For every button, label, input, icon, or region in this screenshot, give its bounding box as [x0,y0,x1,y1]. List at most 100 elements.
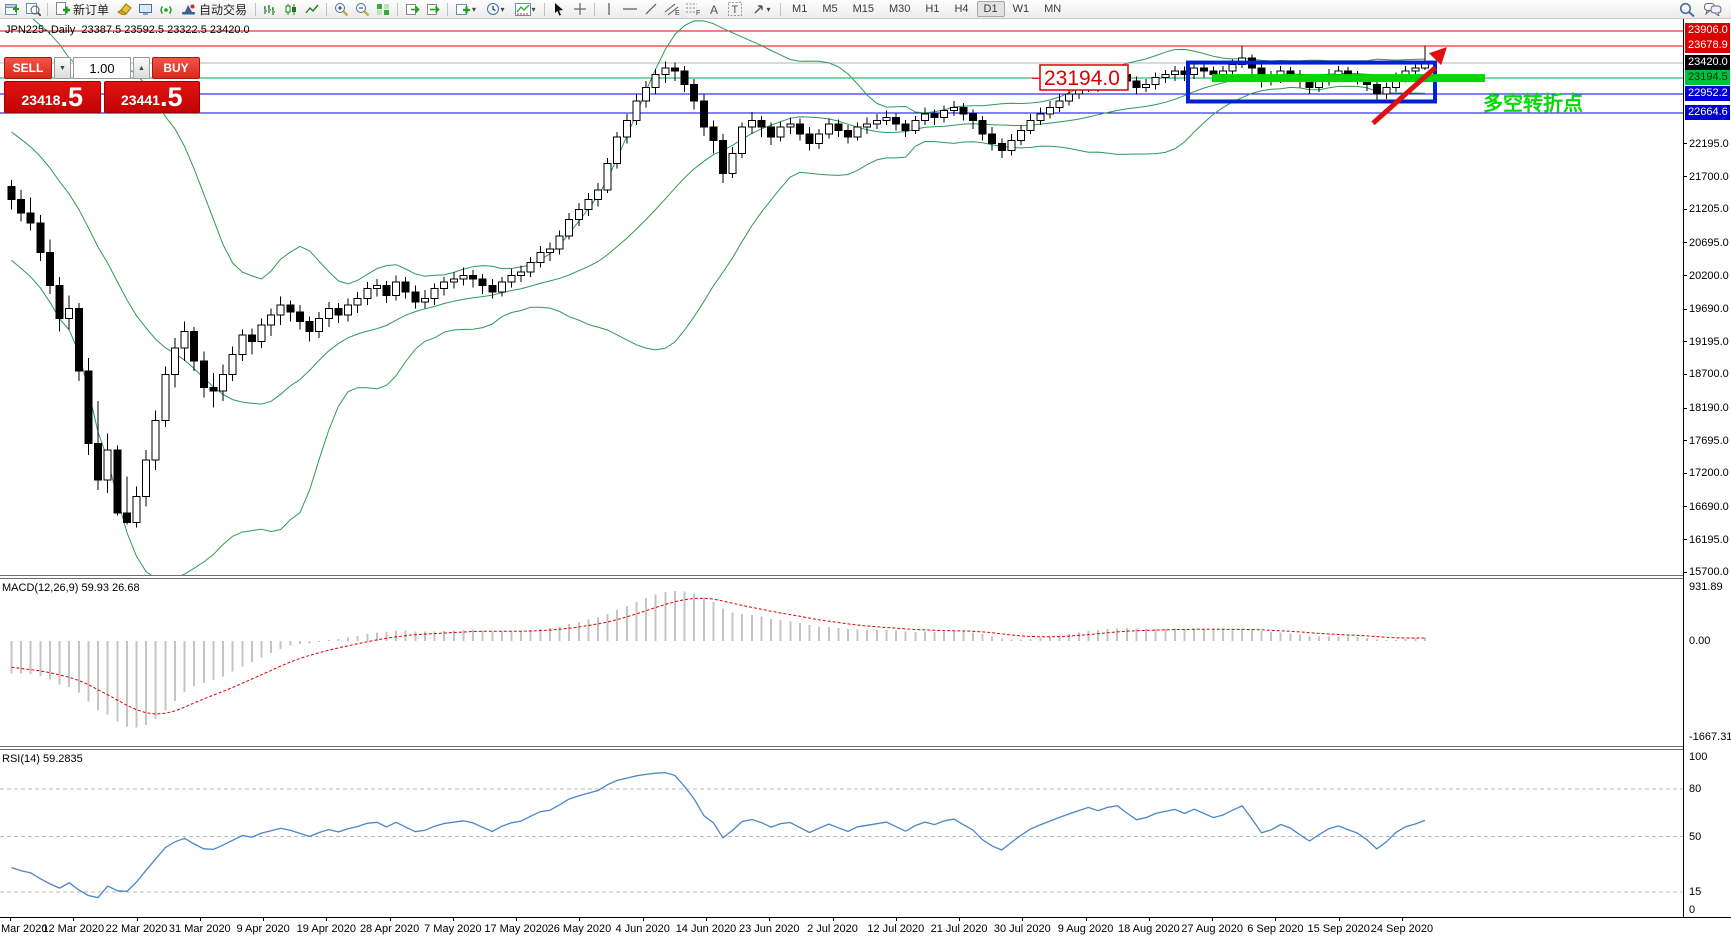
date-label: 30 Jul 2020 [993,923,1051,935]
timeframe-M1[interactable]: M1 [785,1,814,17]
date-label: 15 Sep 2020 [1307,923,1370,935]
date-label: 12 Mar 2020 [42,923,105,935]
date-label: 7 May 2020 [424,923,482,935]
periods-clock-dropdown[interactable]: ▾ [481,1,509,18]
date-label: 4 Jun 2020 [615,923,670,935]
sell-button[interactable]: SELL [4,57,52,79]
date-label: 19 Apr 2020 [296,923,357,935]
rsi-axis-label: 15 [1689,886,1702,899]
macd-axis-label: 931.89 [1689,580,1723,593]
timeframe-W1[interactable]: W1 [1006,1,1037,17]
time-axis[interactable]: Mar 2020 12 Mar 2020 22 Mar 2020 31 Mar 202… [0,917,1731,940]
crosshair-icon[interactable] [570,1,590,18]
svg-text:E: E [675,10,680,16]
zoom-in-icon[interactable] [331,1,351,18]
sell-price-dec: .5 [60,82,83,112]
timeframe-M15[interactable]: M15 [846,1,881,17]
one-click-trade-panel: SELL ▼ ▲ BUY 23418.5 23441.5 [4,57,200,113]
eraser-icon[interactable] [114,1,134,18]
data-window-icon[interactable] [23,1,43,18]
timeframe-H1[interactable]: H1 [918,1,946,17]
date-label: 9 Apr 2020 [236,923,290,935]
date-label: 14 Jun 2020 [675,923,737,935]
svg-text:F: F [696,10,700,16]
symbol-period-label: JPN225-,Daily [5,24,76,36]
buy-price-tile[interactable]: 23441.5 [103,81,200,113]
sell-price-tile[interactable]: 23418.5 [4,81,101,113]
price-axis[interactable]: 22195.0 21700.0 21205.0 20695.0 20200.0 19690… [1683,19,1731,917]
macd-indicator-panel[interactable] [0,579,1683,746]
price-tick-label: 21205.0 [1689,203,1729,216]
price-tick-label: 19690.0 [1689,303,1729,316]
chat-icon[interactable] [1703,1,1723,18]
terminal-icon[interactable] [135,1,155,18]
panel-separator[interactable] [0,575,1683,579]
date-label: 23 Jun 2020 [738,923,800,935]
panel-separator[interactable] [0,746,1683,750]
autotrade-button[interactable]: 自动交易 [177,1,251,18]
price-tick-label: 16195.0 [1689,533,1729,546]
price-tick-label: 16690.0 [1689,500,1729,513]
date-label: 18 Aug 2020 [1117,923,1180,935]
buy-price-dec: .5 [159,82,183,112]
volume-decrease-button[interactable]: ▼ [54,57,71,79]
arrows-dropdown[interactable]: ▾ [746,1,776,18]
line-chart-icon[interactable] [302,1,322,18]
price-line-label: 23678.9 [1685,38,1730,54]
text-label-icon[interactable]: T [725,1,745,18]
svg-text:A: A [710,3,718,16]
indicators-dropdown[interactable]: ▾ [510,1,540,18]
rsi-axis-label: 50 [1689,830,1702,843]
price-tick-label: 19195.0 [1689,335,1729,348]
chart-plot-area[interactable]: 23194.0 多空转折点 JPN225-,Daily 23387.5 23592… [0,19,1683,917]
zoom-out-icon[interactable] [352,1,372,18]
cursor-icon[interactable] [549,1,569,18]
timeframe-D1[interactable]: D1 [976,1,1005,17]
new-order-button[interactable]: 新订单 [52,1,113,18]
price-tick-label: 20200.0 [1689,269,1729,282]
date-label: 6 Sep 2020 [1247,923,1304,935]
toolbar-separator [780,2,782,16]
date-label: 26 May 2020 [547,923,612,935]
bar-chart-icon[interactable] [260,1,280,18]
svg-text:T: T [732,4,739,16]
new-chart-icon[interactable] [2,1,22,18]
horizontal-line-icon[interactable] [620,1,640,18]
new-window-dropdown[interactable]: ▾ [452,1,480,18]
chart-shift-icon[interactable] [402,1,422,18]
buy-button[interactable]: BUY [152,57,200,79]
price-tick-label: 15700.0 [1689,566,1729,579]
toolbar: 新订单 自动交易 [0,0,1731,19]
vertical-line-icon[interactable] [599,1,619,18]
tile-windows-icon[interactable] [373,1,393,18]
volume-input[interactable] [73,57,131,79]
timeframe-MN[interactable]: MN [1037,1,1068,17]
toolbar-separator [544,2,546,16]
fibonacci-icon[interactable]: F [683,1,703,18]
timeframe-H4[interactable]: H4 [947,1,975,17]
date-label: 17 May 2020 [484,923,548,935]
main-price-chart[interactable]: 23194.0 多空转折点 [0,19,1683,575]
price-line-label: 23420.0 [1685,55,1730,71]
text-icon[interactable]: A [704,1,724,18]
cn-note-text: 多空转折点 [1483,91,1583,115]
price-tick-label: 17200.0 [1689,467,1729,480]
timeframe-M5[interactable]: M5 [815,1,844,17]
price-line-label: 22664.6 [1685,105,1730,121]
equidistant-channel-icon[interactable]: E [662,1,682,18]
rsi-axis-label: 0 [1689,904,1696,916]
candlestick-chart-icon[interactable] [281,1,301,18]
auto-scroll-icon[interactable] [423,1,443,18]
search-icon[interactable] [1677,1,1697,18]
timeframe-M30[interactable]: M30 [882,1,917,17]
momentum-bar-annotation [1212,74,1485,83]
volume-increase-button[interactable]: ▲ [133,57,150,79]
macd-axis-label: 0.00 [1689,634,1711,647]
timeframe-group: M1 M5 M15 M30 H1 H4 D1 W1 MN [785,1,1068,17]
rsi-indicator-panel[interactable] [0,750,1683,917]
toolbar-separator [397,2,399,16]
signals-icon[interactable] [156,1,176,18]
price-line-label: 23194.5 [1685,70,1730,86]
trendline-icon[interactable] [641,1,661,18]
price-tick-label: 17695.0 [1689,434,1729,447]
